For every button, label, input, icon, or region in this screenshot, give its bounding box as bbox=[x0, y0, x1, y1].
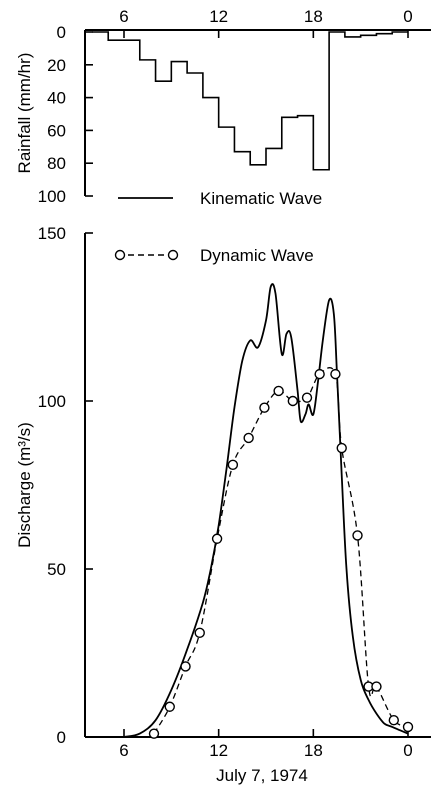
rainfall-y-tick-label: 40 bbox=[47, 89, 66, 108]
dynamic-wave-point bbox=[402, 721, 414, 733]
dynamic-wave-point bbox=[180, 661, 191, 672]
rainfall-x-tick-label: 0 bbox=[403, 7, 412, 26]
discharge-x-tick-label: 12 bbox=[209, 741, 228, 760]
discharge-x-tick-label: 0 bbox=[403, 741, 412, 760]
dynamic-wave-point bbox=[211, 533, 223, 544]
legend-dynamic-marker-right bbox=[167, 249, 179, 261]
rainfall-x-ticks: 6 12 18 0 bbox=[119, 7, 413, 38]
discharge-axis-title: Discharge (m³/s) bbox=[15, 422, 34, 548]
dynamic-wave-point bbox=[227, 459, 239, 471]
rainfall-panel: 0 20 40 60 80 100 6 12 18 0 Rainfall (mm/hr) bbox=[15, 7, 431, 206]
discharge-y-tick-label: 150 bbox=[38, 224, 66, 243]
dynamic-wave-point bbox=[164, 701, 175, 712]
dynamic-wave-point bbox=[273, 385, 284, 397]
rainfall-y-tick-label: 80 bbox=[47, 154, 66, 173]
rainfall-y-ticks: 0 20 40 60 80 100 bbox=[38, 23, 93, 206]
rainfall-y-tick-label: 0 bbox=[57, 23, 66, 42]
legend-kinematic-label: Kinematic Wave bbox=[200, 189, 322, 208]
discharge-x-tick-label: 6 bbox=[119, 741, 128, 760]
rainfall-hyetograph bbox=[92, 31, 408, 171]
rainfall-axis-title: Rainfall (mm/hr) bbox=[15, 53, 34, 174]
legend-dynamic-marker-left bbox=[114, 249, 126, 261]
rainfall-y-tick-label: 100 bbox=[38, 187, 66, 206]
discharge-x-axis-title: July 7, 1974 bbox=[216, 766, 308, 785]
rainfall-x-tick-label: 12 bbox=[209, 7, 228, 26]
dynamic-wave-point bbox=[314, 368, 325, 380]
discharge-x-ticks: 6 12 18 0 bbox=[119, 729, 413, 760]
rainfall-y-tick-label: 60 bbox=[47, 121, 66, 140]
rainfall-y-tick-label: 20 bbox=[47, 56, 66, 75]
discharge-panel: 0 50 100 150 6 12 18 0 Discharge (m³/s) July 7… bbox=[15, 224, 431, 785]
dynamic-wave-line bbox=[153, 367, 409, 734]
dynamic-wave-point bbox=[194, 627, 205, 639]
dynamic-wave-markers bbox=[148, 368, 414, 739]
dynamic-wave-point bbox=[243, 432, 254, 444]
dynamic-wave-point bbox=[336, 442, 347, 454]
discharge-y-ticks: 0 50 100 150 bbox=[38, 224, 93, 747]
dynamic-wave-point bbox=[352, 530, 363, 541]
rainfall-x-tick-label: 6 bbox=[119, 7, 128, 26]
dynamic-wave-point bbox=[330, 368, 341, 380]
kinematic-wave-line bbox=[123, 283, 409, 738]
dynamic-wave-point bbox=[388, 715, 399, 726]
dynamic-wave-point bbox=[148, 728, 160, 739]
dynamic-wave-point bbox=[259, 402, 270, 413]
legend-dynamic-label: Dynamic Wave bbox=[200, 246, 314, 265]
dynamic-wave-point bbox=[287, 395, 299, 407]
rainfall-x-tick-label: 18 bbox=[304, 7, 323, 26]
discharge-y-tick-label: 100 bbox=[38, 392, 66, 411]
discharge-y-tick-label: 50 bbox=[47, 560, 66, 579]
discharge-x-tick-label: 18 bbox=[304, 741, 323, 760]
discharge-y-tick-label: 0 bbox=[57, 728, 66, 747]
legend: Kinematic Wave Dynamic Wave bbox=[114, 189, 322, 265]
dynamic-wave-point bbox=[301, 392, 313, 403]
dynamic-wave-point bbox=[371, 681, 382, 692]
